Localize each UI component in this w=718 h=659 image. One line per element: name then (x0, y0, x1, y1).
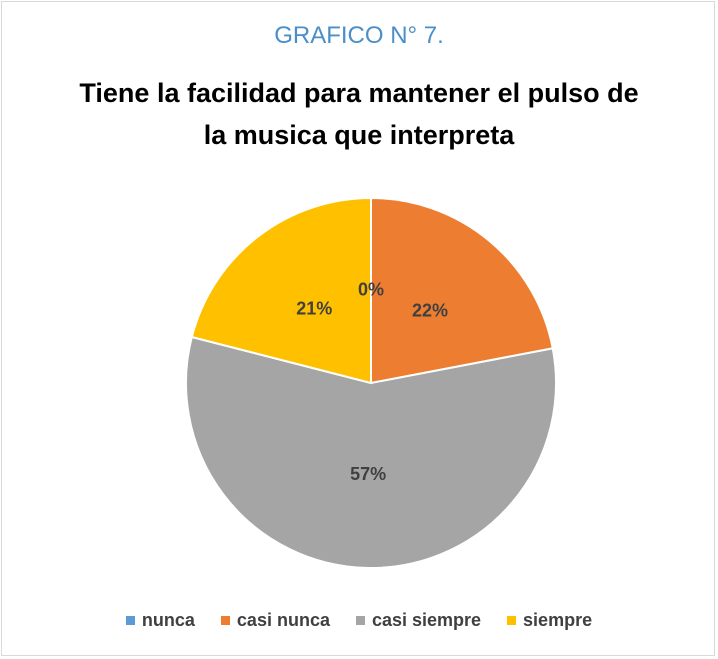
chart-title: GRAFICO N° 7. (274, 22, 444, 49)
data-label: 22% (412, 300, 448, 320)
legend-label: nunca (141, 610, 195, 630)
pie-slice (190, 196, 372, 385)
legend-swatch (355, 616, 365, 625)
legend-item: nunca (125, 610, 195, 631)
legend-label: casi nunca (236, 610, 330, 630)
legend-item: casi siempre (355, 610, 482, 631)
legend-label: casi siempre (371, 610, 482, 630)
pie-slice (370, 196, 554, 385)
legend-item: casi nunca (220, 610, 330, 631)
legend-swatch (125, 616, 135, 625)
legend-label: siempre (523, 610, 593, 630)
data-label: 0% (358, 279, 384, 299)
pie-slice (185, 335, 557, 569)
chart-subtitle: Tiene la facilidad para mantener el puls… (79, 78, 639, 150)
legend-item: siempre (507, 610, 592, 631)
legend-swatch (220, 616, 230, 625)
legend: nunca casi nunca casi siempre siempre (0, 610, 718, 631)
legend-swatch (507, 616, 517, 625)
data-label: 57% (350, 464, 386, 484)
data-label: 21% (296, 299, 332, 319)
